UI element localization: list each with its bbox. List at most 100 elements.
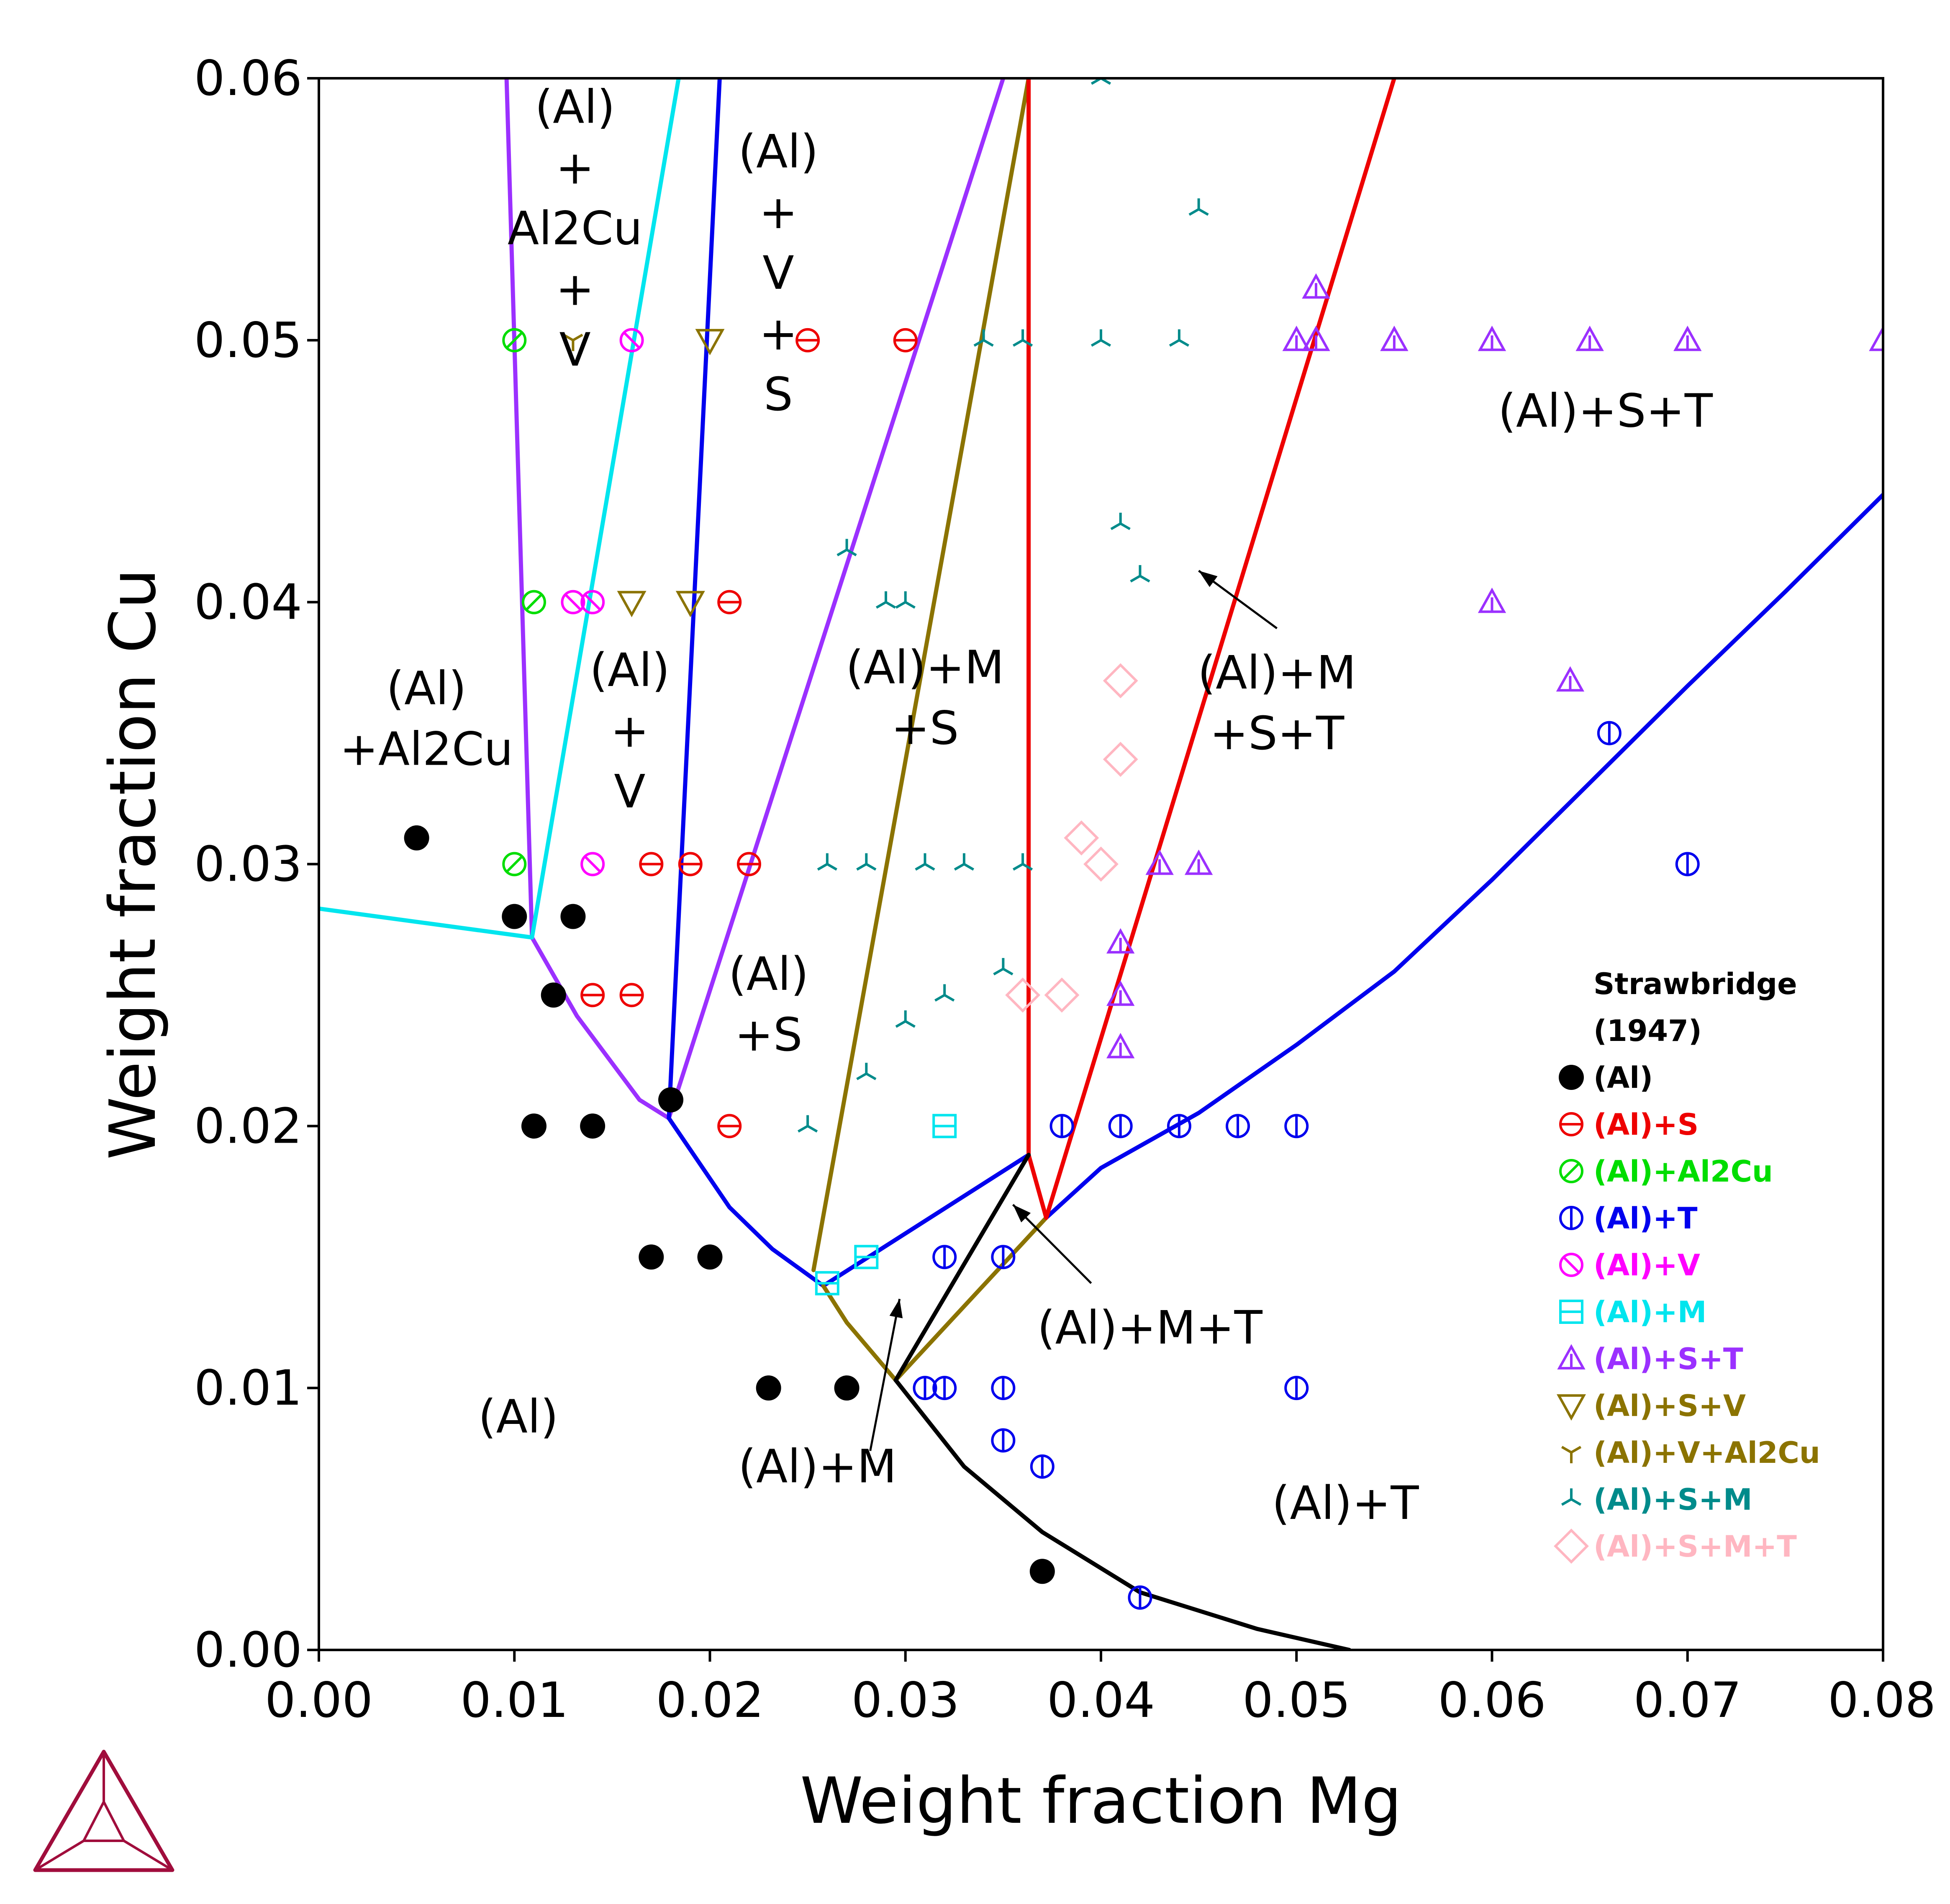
- x-tick-label: 0.05: [1242, 1672, 1350, 1729]
- data-point-series-5: [561, 590, 585, 614]
- x-tick-label: 0.08: [1828, 1672, 1936, 1729]
- data-point-series-7: [1184, 849, 1213, 875]
- data-point-series-10: [1188, 198, 1209, 216]
- data-point-series-2: [717, 590, 742, 614]
- legend-label: (Al)+S: [1593, 1107, 1699, 1142]
- data-point-series-4: [1597, 721, 1622, 745]
- legend-item: (Al)+S+V: [1557, 1389, 1746, 1423]
- data-point-series-6: [854, 1245, 879, 1269]
- legend-marker: [1559, 1253, 1583, 1277]
- region-label: +: [759, 185, 798, 239]
- legend-label: (Al)+V+Al2Cu: [1593, 1436, 1820, 1470]
- phase-boundary-10: [893, 1378, 1352, 1650]
- data-point-series-1: [756, 1375, 781, 1401]
- data-point-series-7: [1556, 666, 1585, 692]
- region-label: +: [556, 262, 594, 316]
- region-label: (Al): [535, 80, 615, 134]
- data-point-series-7: [1106, 1033, 1135, 1059]
- region-label: (Al): [738, 125, 818, 178]
- data-point-series-4: [1675, 852, 1700, 876]
- region-label: +S+T: [1210, 707, 1344, 760]
- x-tick-label: 0.02: [656, 1672, 764, 1729]
- data-point-series-10: [1130, 565, 1150, 583]
- region-label: +S: [735, 1008, 803, 1061]
- x-tick-label: 0.01: [460, 1672, 568, 1729]
- y-tick-label: 0.00: [194, 1622, 302, 1678]
- phase-boundary-3: [667, 78, 722, 1120]
- data-point-series-10: [973, 329, 994, 347]
- legend-marker: [1561, 1446, 1582, 1463]
- region-label: (Al)+M+T: [1037, 1301, 1263, 1354]
- phase-boundaries: [319, 78, 1883, 1650]
- region-label: +Al2Cu: [340, 722, 513, 776]
- legend-item: (Al): [1559, 1061, 1653, 1095]
- data-point-series-5: [619, 328, 644, 352]
- region-label: V: [614, 765, 645, 818]
- data-point-series-1: [639, 1244, 664, 1270]
- data-point-series-4: [932, 1245, 957, 1269]
- region-label: S: [764, 367, 793, 421]
- data-point-series-7: [1869, 326, 1883, 351]
- data-point-series-8: [617, 591, 647, 617]
- region-label: +: [556, 141, 594, 194]
- legend-marker: [1554, 1529, 1589, 1564]
- y-axis-title: Weight fraction Cu: [96, 568, 170, 1160]
- region-label: Al2Cu: [508, 201, 642, 255]
- data-point-series-1: [560, 904, 586, 929]
- data-point-series-1: [541, 982, 566, 1008]
- data-point-series-10: [895, 591, 916, 609]
- legend-label: (Al)+M: [1593, 1295, 1706, 1329]
- data-point-series-10: [856, 1063, 877, 1080]
- region-label: (Al)+S+T: [1498, 384, 1713, 437]
- data-point-series-4: [913, 1376, 937, 1400]
- legend-marker: [1559, 1300, 1583, 1324]
- data-point-series-10: [875, 591, 896, 609]
- data-point-series-7: [1478, 326, 1506, 351]
- legend-marker: [1559, 1206, 1583, 1230]
- data-point-series-10: [836, 539, 857, 557]
- legend-marker: [1557, 1344, 1586, 1370]
- data-point-series-11: [1064, 820, 1099, 856]
- x-tick-label: 0.07: [1634, 1672, 1742, 1729]
- legend-item: (Al)+M: [1559, 1295, 1706, 1329]
- data-point-series-10: [1169, 329, 1190, 347]
- data-point-series-10: [993, 958, 1013, 976]
- data-point-series-11: [1103, 742, 1138, 777]
- data-point-series-7: [1478, 587, 1506, 613]
- legend-label: (Al)+Al2Cu: [1593, 1154, 1773, 1189]
- data-point-series-1: [404, 825, 429, 851]
- annotation-arrow: [869, 1298, 903, 1451]
- x-tick-label: 0.03: [852, 1672, 960, 1729]
- region-labels: (Al)+Al2Cu+V(Al)+V+S (Al)+S+T(Al)+Al2Cu(A…: [340, 80, 1713, 1530]
- legend-marker: [1559, 1112, 1583, 1136]
- region-label: (Al)+T: [1272, 1476, 1419, 1530]
- data-point-series-6: [815, 1271, 839, 1295]
- data-point-series-3: [502, 328, 527, 352]
- y-tick-label: 0.06: [194, 50, 302, 107]
- data-point-series-10: [895, 1010, 916, 1028]
- data-point-series-7: [1380, 326, 1409, 351]
- data-point-series-8: [675, 591, 705, 617]
- data-point-series-4: [1108, 1114, 1133, 1138]
- data-point-series-4: [932, 1376, 957, 1400]
- phase-boundary-7: [821, 1215, 1049, 1382]
- legend-subtitle: (1947): [1593, 1014, 1702, 1048]
- data-point-series-6: [932, 1114, 957, 1138]
- data-point-series-1: [834, 1375, 860, 1401]
- legend-label: (Al)+S+T: [1593, 1342, 1743, 1376]
- legend-item: (Al)+Al2Cu: [1559, 1154, 1773, 1189]
- data-point-series-10: [817, 853, 837, 871]
- data-point-series-10: [934, 984, 955, 1002]
- data-point-series-2: [736, 852, 761, 876]
- region-label: (Al)+M: [846, 641, 1004, 694]
- region-label: (Al): [386, 662, 467, 715]
- legend-label: (Al)+S+M: [1593, 1483, 1752, 1517]
- y-tick-label: 0.02: [194, 1098, 302, 1154]
- phase-boundary-4: [667, 1116, 1031, 1288]
- data-point-series-7: [1282, 326, 1311, 351]
- region-label: (Al): [729, 947, 809, 1001]
- region-label: +: [759, 307, 798, 360]
- data-point-series-5: [580, 590, 605, 614]
- data-point-series-7: [1673, 326, 1702, 351]
